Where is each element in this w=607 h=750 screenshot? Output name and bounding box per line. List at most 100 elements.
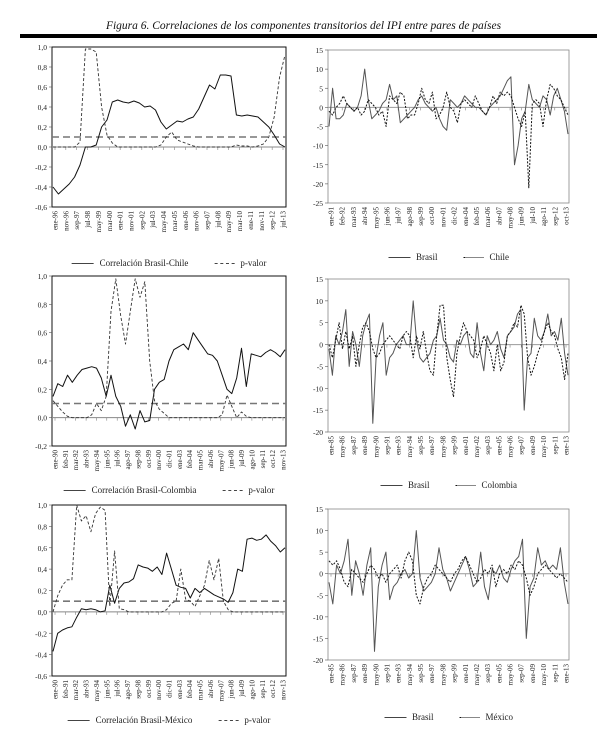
x-tick-label: sep-95	[417, 436, 425, 455]
x-tick-label: mar-00	[106, 211, 114, 232]
legend-swatch	[463, 256, 484, 258]
legend-label: p-valor	[244, 715, 271, 725]
x-tick-label: abr-07	[495, 207, 503, 226]
x-tick-label: ene-09	[529, 664, 537, 684]
x-tick-label: sep-07	[204, 211, 212, 230]
legend-label: Brasil	[416, 252, 438, 262]
legend-label: Correlación Brasil-Colombia	[91, 485, 197, 495]
x-tick-label: may-04	[160, 211, 168, 233]
legend-swatch	[71, 262, 94, 264]
series-line-secondary	[328, 551, 569, 605]
x-tick-label: may-07	[217, 680, 225, 702]
x-tick-label: feb-04	[186, 680, 194, 699]
x-tick-label: sep-07	[518, 664, 526, 683]
x-tick-label: ago-97	[124, 680, 132, 700]
x-tick-label: sep-11	[551, 664, 559, 683]
chart-legend: Correlación Brasil-Chile p-valor	[71, 258, 267, 268]
legend-label: Correlación Brasil-Chile	[99, 258, 189, 268]
legend-swatch	[218, 719, 239, 721]
y-tick-label: -25	[313, 199, 323, 208]
y-tick-label: -20	[313, 656, 323, 665]
x-tick-label: sep-11	[259, 450, 267, 469]
y-tick-label: 15	[316, 46, 324, 55]
x-tick-label: jul-08	[214, 211, 222, 229]
chart-legend: Brasil Chile	[388, 252, 509, 262]
x-tick-label: sep-03	[484, 436, 492, 455]
x-tick-label: may-95	[372, 207, 380, 229]
x-tick-label: may-08	[507, 207, 515, 229]
x-tick-label: oct-99	[145, 450, 153, 468]
x-tick-label: nov-13	[280, 450, 288, 470]
y-tick-label: 0,8	[38, 300, 48, 309]
x-tick-label: mar-05	[197, 680, 205, 701]
x-tick-label: ene-89	[361, 664, 369, 684]
x-tick-label: nov-01	[128, 211, 136, 231]
x-tick-label: jun-96	[383, 207, 391, 227]
x-tick-label: ago-11	[540, 207, 548, 227]
legend-swatch	[384, 716, 406, 718]
x-tick-label: sep-91	[383, 436, 391, 455]
x-tick-label: ene-03	[176, 450, 184, 470]
y-tick-label: 0,6	[38, 544, 48, 553]
plot-frame	[51, 504, 287, 677]
x-tick-label: sep-12	[269, 211, 277, 230]
x-tick-label: abr-06	[207, 450, 215, 469]
x-tick-label: jul-97	[395, 207, 403, 225]
x-tick-label: mar-06	[484, 207, 492, 228]
x-tick-label: ene-96	[52, 211, 60, 231]
series-line-secondary	[328, 83, 569, 189]
x-tick-label: nov-06	[193, 211, 201, 231]
x-tick-label: sep-87	[350, 436, 358, 455]
y-tick-label: -5	[317, 591, 323, 600]
x-tick-label: nov-13	[280, 680, 288, 700]
x-tick-label: ene-93	[395, 436, 403, 456]
y-tick-label: -0,2	[35, 629, 47, 638]
x-tick-label: feb-04	[186, 450, 194, 469]
x-tick-label: ago-10	[248, 450, 256, 470]
x-tick-label: nov-11	[258, 211, 266, 231]
series-line-primary	[328, 68, 569, 166]
x-tick-label: may-02	[473, 664, 481, 686]
x-tick-label: mar-93	[350, 207, 358, 228]
y-tick-label: -15	[313, 634, 323, 643]
x-tick-label: jun-09	[518, 207, 526, 227]
legend-label: p-valor	[240, 258, 267, 268]
y-tick-label: 10	[316, 297, 324, 306]
legend-swatch	[388, 256, 410, 258]
x-tick-label: sep-11	[551, 436, 559, 455]
y-tick-label: -0,4	[35, 183, 47, 192]
legend-swatch	[214, 262, 235, 264]
x-tick-label: nov-01	[439, 207, 447, 227]
legend-label: Brasil	[408, 480, 430, 490]
x-tick-label: jul-03	[149, 211, 157, 229]
x-tick-label: abr-06	[207, 680, 215, 699]
y-tick-label: -10	[313, 613, 323, 622]
x-tick-label: may-07	[217, 450, 225, 472]
x-tick-label: jul-10	[529, 207, 537, 225]
x-tick-label: nov-00	[155, 680, 163, 700]
chart-legend: Brasil México	[384, 712, 513, 722]
x-tick-label: ene-06	[182, 211, 190, 231]
legend-label: México	[485, 712, 514, 722]
y-tick-label: 0,0	[38, 608, 48, 617]
legend-swatch	[459, 716, 480, 718]
x-tick-label: oct-12	[269, 450, 277, 468]
x-tick-label: abr-93	[83, 680, 91, 699]
chart-legend: Correlación Brasil-México p-valor	[67, 715, 271, 725]
x-tick-label: oct-99	[145, 680, 153, 698]
y-tick-label: 5	[319, 84, 323, 93]
x-tick-label: may-09	[225, 211, 233, 233]
y-tick-label: 1,0	[38, 272, 48, 281]
y-tick-label: 5	[319, 319, 323, 328]
x-tick-label: dic-01	[166, 450, 174, 468]
y-tick-label: -0,2	[35, 442, 47, 451]
y-tick-label: 0,2	[38, 385, 48, 394]
y-tick-label: 0,0	[38, 143, 48, 152]
x-tick-label: jun-08	[228, 680, 236, 700]
y-tick-label: 0	[319, 103, 323, 112]
x-tick-label: oct-13	[563, 207, 571, 225]
figure-title: Figura 6. Correlaciones de los component…	[105, 20, 502, 32]
x-tick-label: jun-08	[228, 450, 236, 470]
x-tick-label: jun-95	[103, 680, 111, 700]
legend-label: Colombia	[481, 480, 518, 490]
